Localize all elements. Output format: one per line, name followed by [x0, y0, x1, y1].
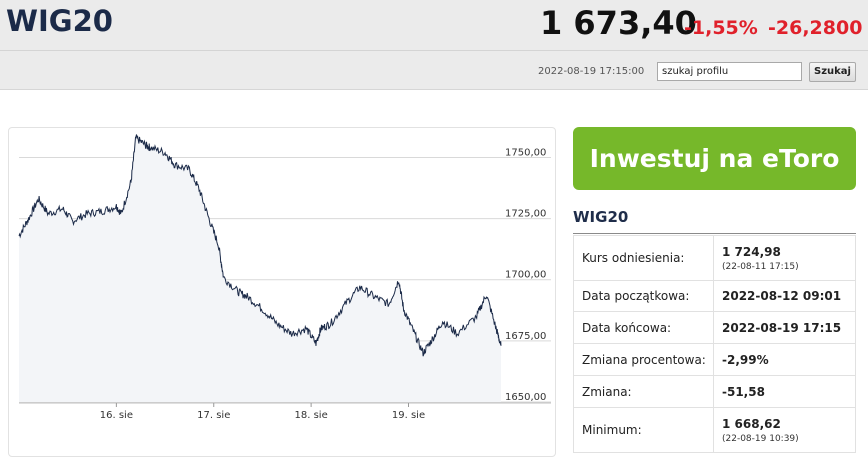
change-percent: -1,55% — [684, 17, 758, 39]
info-value: 2022-08-12 09:01 — [713, 280, 856, 312]
y-tick-label: 1750,00 — [505, 147, 546, 158]
y-tick-label: 1675,00 — [505, 331, 546, 342]
info-value: -2,99% — [713, 343, 856, 376]
etoro-promo-button[interactable]: Inwestuj na eToro — [573, 127, 856, 190]
y-tick-label: 1725,00 — [505, 209, 546, 220]
search-button[interactable]: Szukaj — [809, 62, 856, 82]
search-input[interactable] — [657, 62, 802, 81]
y-tick-label: 1700,00 — [505, 270, 546, 281]
info-subvalue: (22-08-19 10:39) — [722, 433, 799, 444]
y-tick-label: 1650,00 — [505, 392, 546, 403]
price-chart[interactable]: 1650,00 1675,00 1700,00 1725,00 1750,00 16. s… — [9, 128, 557, 458]
chart-panel: 1650,00 1675,00 1700,00 1725,00 1750,00 16. s… — [8, 127, 556, 457]
info-label: Data końcowa: — [573, 311, 714, 344]
info-label: Zmiana procentowa: — [573, 343, 714, 376]
info-subvalue: (22-08-11 17:15) — [722, 261, 799, 272]
series-line — [18, 134, 502, 357]
info-title: WIG20 — [573, 208, 629, 226]
series-area — [19, 134, 501, 402]
info-row: Minimum: 1 668,62 (22-08-19 10:39) — [573, 407, 856, 453]
info-value: -51,58 — [713, 375, 856, 408]
x-tick-label: 17. sie — [197, 410, 230, 421]
info-value: 1 724,98 (22-08-11 17:15) — [713, 235, 856, 281]
info-value: 1 668,62 (22-08-19 10:39) — [713, 407, 856, 453]
last-price: 1 673,40 — [540, 4, 697, 42]
info-row: Zmiana procentowa: -2,99% — [573, 343, 856, 376]
info-divider — [573, 233, 856, 234]
info-row: Data początkowa: 2022-08-12 09:01 — [573, 280, 856, 312]
info-label: Zmiana: — [573, 375, 714, 408]
x-tick-label: 16. sie — [100, 410, 133, 421]
info-label: Data początkowa: — [573, 280, 714, 312]
info-row: Zmiana: -51,58 — [573, 375, 856, 408]
change-absolute: -26,2800 — [768, 17, 863, 39]
info-label: Minimum: — [573, 407, 714, 453]
header-bar: WIG20 1 673,40 -1,55% -26,2800 2022-08-1… — [0, 0, 868, 90]
info-row: Kurs odniesienia: 1 724,98 (22-08-11 17:1… — [573, 235, 856, 281]
x-tick-label: 18. sie — [295, 410, 328, 421]
info-label: Kurs odniesienia: — [573, 235, 714, 281]
info-table: Kurs odniesienia: 1 724,98 (22-08-11 17:1… — [573, 235, 856, 453]
header-divider — [0, 50, 868, 51]
info-row: Data końcowa: 2022-08-19 17:15 — [573, 311, 856, 344]
info-value: 2022-08-19 17:15 — [713, 311, 856, 344]
x-tick-label: 19. sie — [392, 410, 425, 421]
quote-timestamp: 2022-08-19 17:15:00 — [538, 66, 645, 77]
page-title: WIG20 — [6, 4, 113, 38]
